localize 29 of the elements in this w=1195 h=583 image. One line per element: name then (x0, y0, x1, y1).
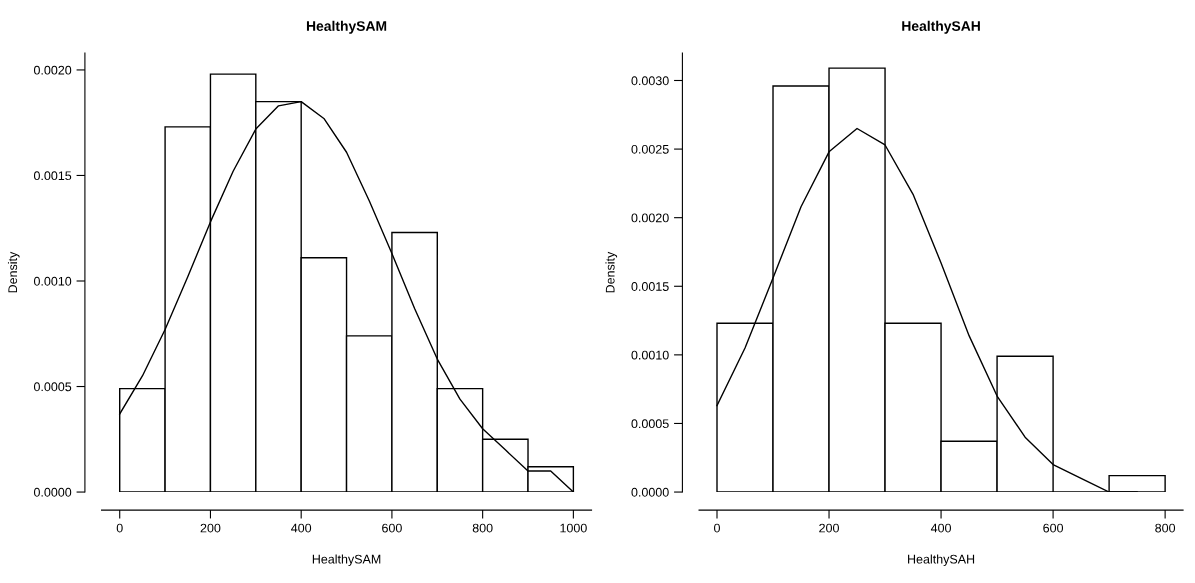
x-tick-label: 600 (1043, 523, 1064, 533)
x-tick-label: 200 (819, 523, 839, 533)
y-tick-label: 0.0000 (33, 487, 72, 497)
y-tick-label: 0.0005 (631, 419, 669, 429)
y-tick-label: 0.0010 (33, 276, 72, 286)
x-tick-label: 800 (472, 523, 493, 533)
x-tick-label: 0 (714, 523, 720, 533)
y-axis-title: Density (7, 251, 20, 293)
x-tick-label: 0 (116, 523, 123, 533)
y-tick-label: 0.0015 (33, 171, 72, 181)
x-tick-label: 600 (382, 523, 402, 533)
chart-title: HealthySAM (306, 20, 387, 34)
y-tick-label: 0.0020 (631, 213, 669, 223)
y-tick-label: 0.0030 (631, 76, 669, 86)
y-tick-label: 0.0020 (33, 65, 72, 75)
y-tick-label: 0.0005 (33, 382, 72, 392)
y-axis-title: Density (605, 251, 618, 293)
x-axis-title: HealthySAM (312, 554, 381, 567)
x-tick-label: 400 (291, 523, 312, 533)
y-tick-label: 0.0010 (631, 350, 669, 360)
x-axis-title: HealthySAH (908, 554, 975, 567)
y-tick-label: 0.0025 (631, 144, 669, 154)
y-tick-label: 0.0015 (631, 282, 669, 291)
x-tick-label: 200 (200, 523, 221, 533)
chart-title: HealthySAH (902, 20, 980, 34)
y-tick-label: 0.0000 (631, 487, 669, 497)
x-tick-label: 1000 (560, 523, 587, 533)
x-tick-label: 400 (930, 523, 951, 533)
x-tick-label: 800 (1155, 523, 1176, 533)
